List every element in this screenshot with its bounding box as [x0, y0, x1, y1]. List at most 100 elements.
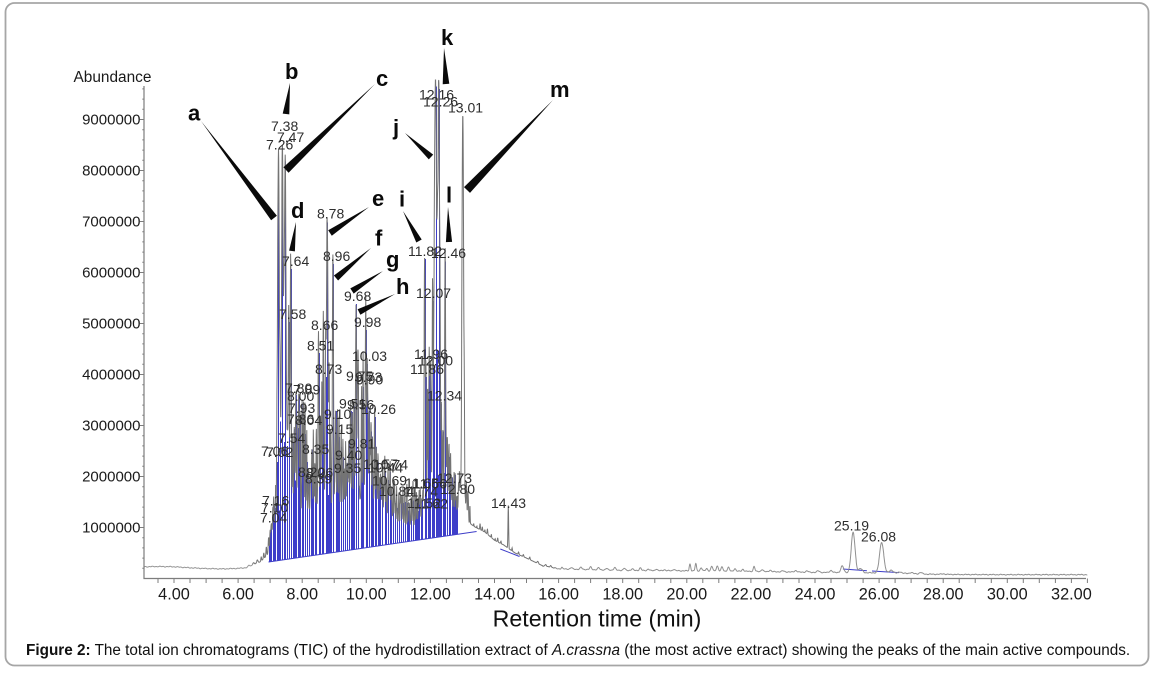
- svg-text:10.03: 10.03: [352, 348, 387, 364]
- svg-text:13.01: 13.01: [448, 100, 483, 116]
- svg-text:7.26: 7.26: [266, 137, 293, 153]
- svg-text:11.96: 11.96: [414, 346, 448, 362]
- svg-text:11.66: 11.66: [413, 476, 447, 492]
- svg-text:8.20: 8.20: [298, 464, 325, 480]
- svg-text:8.39: 8.39: [305, 471, 332, 487]
- svg-text:8.35: 8.35: [302, 441, 329, 457]
- svg-text:32.00: 32.00: [1051, 586, 1092, 604]
- svg-text:8.96: 8.96: [323, 248, 350, 264]
- svg-text:11.52: 11.52: [407, 495, 441, 511]
- svg-text:8000000: 8000000: [82, 163, 140, 180]
- svg-text:9.81: 9.81: [348, 436, 375, 452]
- svg-text:9000000: 9000000: [82, 112, 140, 129]
- svg-text:10.44: 10.44: [368, 460, 403, 476]
- svg-text:11.65: 11.65: [405, 475, 439, 491]
- svg-text:12.07: 12.07: [416, 285, 451, 301]
- svg-text:11.74: 11.74: [404, 484, 438, 500]
- svg-text:2000000: 2000000: [82, 469, 140, 486]
- svg-text:12.00: 12.00: [410, 586, 451, 604]
- svg-text:6000000: 6000000: [82, 265, 140, 282]
- svg-text:9.40: 9.40: [335, 447, 362, 463]
- svg-text:10.00: 10.00: [346, 586, 387, 604]
- svg-text:28.00: 28.00: [923, 586, 964, 604]
- svg-text:8.66: 8.66: [311, 317, 338, 333]
- svg-text:10.57: 10.57: [363, 456, 398, 472]
- svg-text:7.47: 7.47: [277, 129, 304, 145]
- svg-text:h: h: [396, 274, 409, 299]
- svg-text:7.86: 7.86: [287, 411, 314, 427]
- svg-text:3000000: 3000000: [82, 418, 140, 435]
- svg-text:22.00: 22.00: [731, 586, 772, 604]
- svg-text:4000000: 4000000: [82, 367, 140, 384]
- svg-text:10.26: 10.26: [361, 401, 396, 417]
- svg-text:d: d: [291, 198, 304, 223]
- svg-text:l: l: [446, 183, 452, 208]
- svg-text:8.04: 8.04: [295, 412, 322, 428]
- svg-text:i: i: [399, 187, 405, 212]
- svg-text:8.73: 8.73: [315, 361, 342, 377]
- svg-text:12.80: 12.80: [440, 481, 475, 497]
- svg-text:11.86: 11.86: [410, 361, 444, 377]
- svg-text:7000000: 7000000: [82, 214, 140, 231]
- svg-text:25.19: 25.19: [834, 518, 869, 534]
- svg-text:4.00: 4.00: [158, 586, 190, 604]
- svg-text:7.89: 7.89: [293, 382, 320, 398]
- svg-text:9.15: 9.15: [326, 421, 353, 437]
- svg-text:14.43: 14.43: [491, 495, 526, 511]
- svg-text:9.51: 9.51: [339, 396, 366, 412]
- svg-text:9.73: 9.73: [355, 369, 382, 385]
- svg-text:7.54: 7.54: [278, 430, 305, 446]
- svg-text:a: a: [188, 101, 201, 126]
- svg-text:7.06: 7.06: [261, 443, 288, 459]
- svg-text:9.68: 9.68: [344, 288, 371, 304]
- svg-text:9.98: 9.98: [354, 314, 381, 330]
- svg-text:20.00: 20.00: [666, 586, 707, 604]
- svg-text:g: g: [386, 247, 399, 272]
- svg-text:f: f: [375, 226, 383, 251]
- svg-text:9.75: 9.75: [346, 368, 373, 384]
- svg-text:7.04: 7.04: [260, 510, 287, 526]
- svg-text:7.64: 7.64: [282, 253, 309, 269]
- svg-text:14.00: 14.00: [474, 586, 515, 604]
- svg-text:m: m: [550, 77, 570, 102]
- svg-text:b: b: [285, 59, 298, 84]
- svg-text:Retention time (min): Retention time (min): [493, 606, 702, 632]
- svg-text:12.34: 12.34: [427, 388, 462, 404]
- svg-text:26.00: 26.00: [859, 586, 900, 604]
- svg-text:26.08: 26.08: [861, 529, 896, 545]
- svg-text:k: k: [441, 25, 454, 50]
- svg-text:11.82: 11.82: [408, 243, 442, 259]
- svg-text:8.78: 8.78: [317, 206, 344, 222]
- svg-text:8.00: 8.00: [287, 388, 314, 404]
- svg-text:8.00: 8.00: [286, 586, 318, 604]
- svg-text:24.00: 24.00: [795, 586, 836, 604]
- svg-text:6.00: 6.00: [222, 586, 254, 604]
- svg-text:Abundance: Abundance: [74, 69, 152, 86]
- svg-text:10.69: 10.69: [372, 473, 407, 489]
- svg-text:10.84: 10.84: [379, 483, 414, 499]
- svg-text:7.93: 7.93: [288, 400, 315, 416]
- svg-text:9.56: 9.56: [347, 397, 374, 413]
- svg-text:8.51: 8.51: [307, 338, 334, 354]
- svg-text:16.00: 16.00: [538, 586, 579, 604]
- svg-text:j: j: [392, 115, 399, 140]
- svg-text:9.35: 9.35: [334, 460, 361, 476]
- svg-text:7.16: 7.16: [262, 493, 289, 509]
- svg-text:8.26: 8.26: [306, 465, 333, 481]
- svg-text:5000000: 5000000: [82, 316, 140, 333]
- svg-text:7.58: 7.58: [279, 306, 306, 322]
- svg-text:7.38: 7.38: [271, 118, 298, 134]
- svg-text:9.10: 9.10: [324, 406, 351, 422]
- svg-text:30.00: 30.00: [987, 586, 1028, 604]
- svg-text:12.73: 12.73: [437, 470, 472, 486]
- svg-text:c: c: [376, 66, 388, 91]
- svg-text:12.16: 12.16: [419, 87, 454, 103]
- svg-text:e: e: [372, 186, 384, 211]
- svg-text:12.46: 12.46: [431, 245, 466, 261]
- svg-text:9.90: 9.90: [356, 372, 383, 388]
- svg-text:11.62: 11.62: [414, 496, 448, 512]
- svg-text:12.26: 12.26: [423, 94, 458, 110]
- svg-text:7.10: 7.10: [261, 500, 288, 516]
- svg-text:10.74: 10.74: [373, 457, 408, 473]
- svg-text:1000000: 1000000: [82, 520, 140, 537]
